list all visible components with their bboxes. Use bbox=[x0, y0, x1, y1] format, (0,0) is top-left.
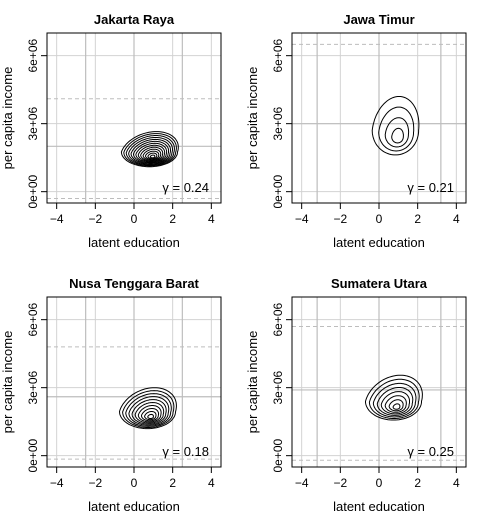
contour-level-2 bbox=[368, 378, 420, 419]
x-tick-label-3: 2 bbox=[169, 476, 176, 490]
x-tick-label-3: 2 bbox=[169, 212, 176, 226]
panel-2: −4 −2 0 2 4 0e+00 3e+06 6e+06 Jawa Timur latent e… bbox=[245, 12, 467, 250]
contour-level-2 bbox=[378, 106, 415, 152]
contour-level-5 bbox=[130, 138, 171, 165]
contour-level-10 bbox=[147, 413, 154, 419]
contour-level-7 bbox=[388, 399, 404, 412]
x-tick-label-2: 0 bbox=[376, 212, 383, 226]
contour-level-8 bbox=[141, 408, 160, 422]
y-axis-label: per capita income bbox=[245, 67, 260, 170]
y-tick-label-2: 6e+06 bbox=[271, 302, 285, 336]
gamma-label: γ = 0.24 bbox=[162, 180, 209, 195]
x-tick-label-0: −4 bbox=[50, 212, 64, 226]
contour-level-7 bbox=[135, 142, 168, 163]
y-tick-label-0: 0e+00 bbox=[271, 174, 285, 208]
x-tick-label-4: 4 bbox=[208, 476, 215, 490]
y-tick-label-0: 0e+00 bbox=[271, 438, 285, 472]
contour-level-10 bbox=[142, 148, 162, 161]
contour-level-4 bbox=[128, 137, 173, 165]
gamma-label: γ = 0.25 bbox=[407, 444, 454, 459]
x-tick-label-4: 4 bbox=[453, 476, 460, 490]
x-tick-label-0: −4 bbox=[50, 476, 64, 490]
panel-title: Jakarta Raya bbox=[94, 12, 175, 27]
contour-level-13 bbox=[149, 154, 156, 159]
contour-level-6 bbox=[384, 395, 407, 413]
y-axis-label: per capita income bbox=[0, 331, 15, 434]
x-tick-label-1: −2 bbox=[333, 476, 347, 490]
gamma-label: γ = 0.18 bbox=[162, 444, 209, 459]
contour-level-7 bbox=[137, 405, 162, 423]
x-tick-label-4: 4 bbox=[453, 212, 460, 226]
contour-level-11 bbox=[145, 150, 160, 160]
x-tick-label-4: 4 bbox=[208, 212, 215, 226]
y-tick-label-1: 3e+06 bbox=[26, 106, 40, 140]
panel-title: Sumatera Utara bbox=[331, 276, 428, 291]
x-tick-label-2: 0 bbox=[376, 476, 383, 490]
contour-level-5 bbox=[131, 399, 167, 425]
plot-area bbox=[47, 33, 221, 203]
y-tick-label-2: 6e+06 bbox=[26, 38, 40, 72]
x-axis-label: latent education bbox=[333, 235, 425, 250]
y-axis-label: per capita income bbox=[245, 331, 260, 434]
plot-area bbox=[292, 33, 466, 203]
x-tick-label-1: −2 bbox=[88, 212, 102, 226]
contour-level-12 bbox=[147, 152, 158, 160]
y-tick-label-0: 0e+00 bbox=[26, 174, 40, 208]
panel-3: −4 −2 0 2 4 0e+00 3e+06 6e+06 Nusa Tenggara Bara… bbox=[0, 276, 222, 514]
contour-level-9 bbox=[140, 146, 164, 162]
x-tick-label-1: −2 bbox=[88, 476, 102, 490]
contour-level-4 bbox=[391, 127, 404, 144]
gamma-label: γ = 0.21 bbox=[407, 180, 454, 195]
contour-level-8 bbox=[137, 144, 166, 162]
contour-level-1 bbox=[120, 131, 179, 168]
contour-level-3 bbox=[125, 135, 175, 166]
plot-area bbox=[292, 297, 466, 467]
x-tick-label-1: −2 bbox=[333, 212, 347, 226]
y-tick-label-2: 6e+06 bbox=[26, 302, 40, 336]
x-axis-label: latent education bbox=[88, 235, 180, 250]
contour-level-4 bbox=[376, 387, 414, 416]
contour-level-9 bbox=[144, 411, 157, 421]
contour-level-8 bbox=[392, 403, 401, 410]
plot-area bbox=[47, 297, 221, 467]
y-tick-label-2: 6e+06 bbox=[271, 38, 285, 72]
contour-level-5 bbox=[380, 391, 410, 415]
y-tick-label-1: 3e+06 bbox=[26, 370, 40, 404]
x-tick-label-2: 0 bbox=[131, 212, 138, 226]
contour-level-1 bbox=[365, 374, 423, 421]
x-tick-label-0: −4 bbox=[295, 476, 309, 490]
contour-level-2 bbox=[123, 133, 177, 167]
contour-level-3 bbox=[125, 393, 172, 427]
contour-level-4 bbox=[128, 396, 170, 426]
panel-title: Nusa Tenggara Barat bbox=[69, 276, 199, 291]
x-axis-label: latent education bbox=[333, 499, 425, 514]
contour-level-1 bbox=[371, 96, 420, 156]
contour-level-6 bbox=[133, 140, 170, 164]
panel-1: −4 −2 0 2 4 0e+00 3e+06 6e+06 Jakarta Raya latent… bbox=[0, 12, 222, 250]
x-tick-label-3: 2 bbox=[414, 476, 421, 490]
x-tick-label-0: −4 bbox=[295, 212, 309, 226]
contour-level-2 bbox=[122, 390, 175, 428]
y-axis-label: per capita income bbox=[0, 67, 15, 170]
contour-level-1 bbox=[118, 387, 177, 430]
contour-level-3 bbox=[384, 117, 410, 148]
x-tick-label-2: 0 bbox=[131, 476, 138, 490]
contour-level-6 bbox=[134, 401, 165, 424]
y-tick-label-0: 0e+00 bbox=[26, 438, 40, 472]
contour-level-3 bbox=[372, 382, 417, 418]
y-tick-label-1: 3e+06 bbox=[271, 370, 285, 404]
x-axis-label: latent education bbox=[88, 499, 180, 514]
x-tick-label-3: 2 bbox=[414, 212, 421, 226]
y-tick-label-1: 3e+06 bbox=[271, 106, 285, 140]
panel-title: Jawa Timur bbox=[343, 12, 414, 27]
panel-4: −4 −2 0 2 4 0e+00 3e+06 6e+06 Sumatera Utara late… bbox=[245, 276, 467, 514]
